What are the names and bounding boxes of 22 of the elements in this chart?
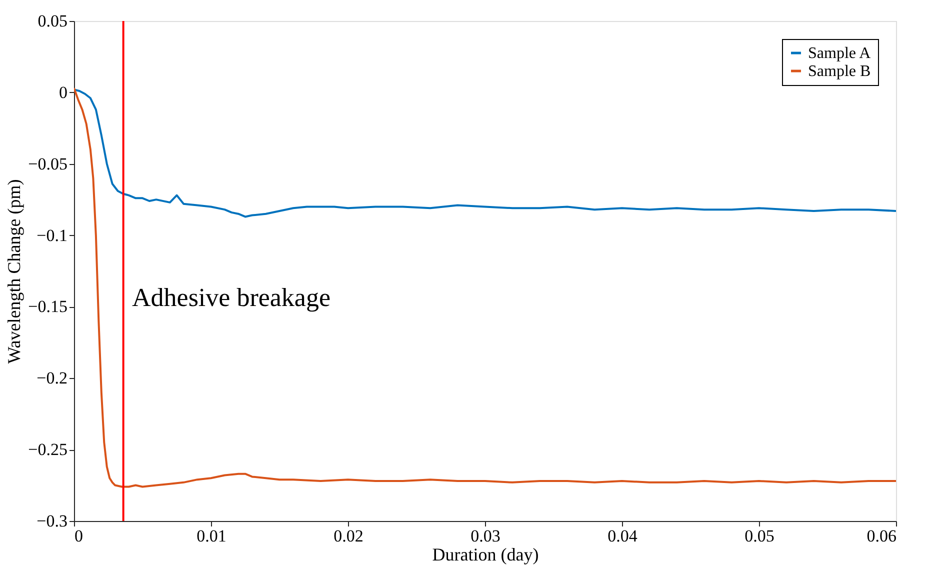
legend-label: Sample B — [808, 63, 871, 80]
y-axis-title: Wavelength Change (pm) — [4, 179, 24, 364]
y-tick-label: 0 — [59, 82, 68, 102]
legend-label: Sample A — [808, 45, 872, 62]
x-tick-label: 0.03 — [470, 526, 500, 546]
x-tick-label: 0.02 — [334, 526, 364, 546]
line-series — [74, 87, 896, 488]
y-tick-label: −0.25 — [28, 440, 68, 460]
y-tick-label: −0.1 — [36, 226, 68, 245]
x-tick-label: 0 — [74, 526, 83, 546]
x-tick-label: 0.05 — [744, 526, 774, 546]
x-tick-label: 0.04 — [608, 526, 638, 546]
line-series — [74, 88, 896, 218]
x-tick-label: 0.01 — [196, 526, 226, 546]
x-tick-label: 0.06 — [866, 526, 896, 546]
y-tick-label: 0.05 — [38, 12, 68, 30]
annotation: Adhesive breakage — [132, 283, 331, 312]
y-tick-label: −0.2 — [36, 368, 68, 388]
y-tick-label: −0.05 — [28, 154, 68, 174]
x-axis-title: Duration (day) — [432, 544, 539, 564]
y-tick-label: −0.3 — [36, 512, 68, 530]
y-tick-label: −0.15 — [28, 297, 68, 316]
